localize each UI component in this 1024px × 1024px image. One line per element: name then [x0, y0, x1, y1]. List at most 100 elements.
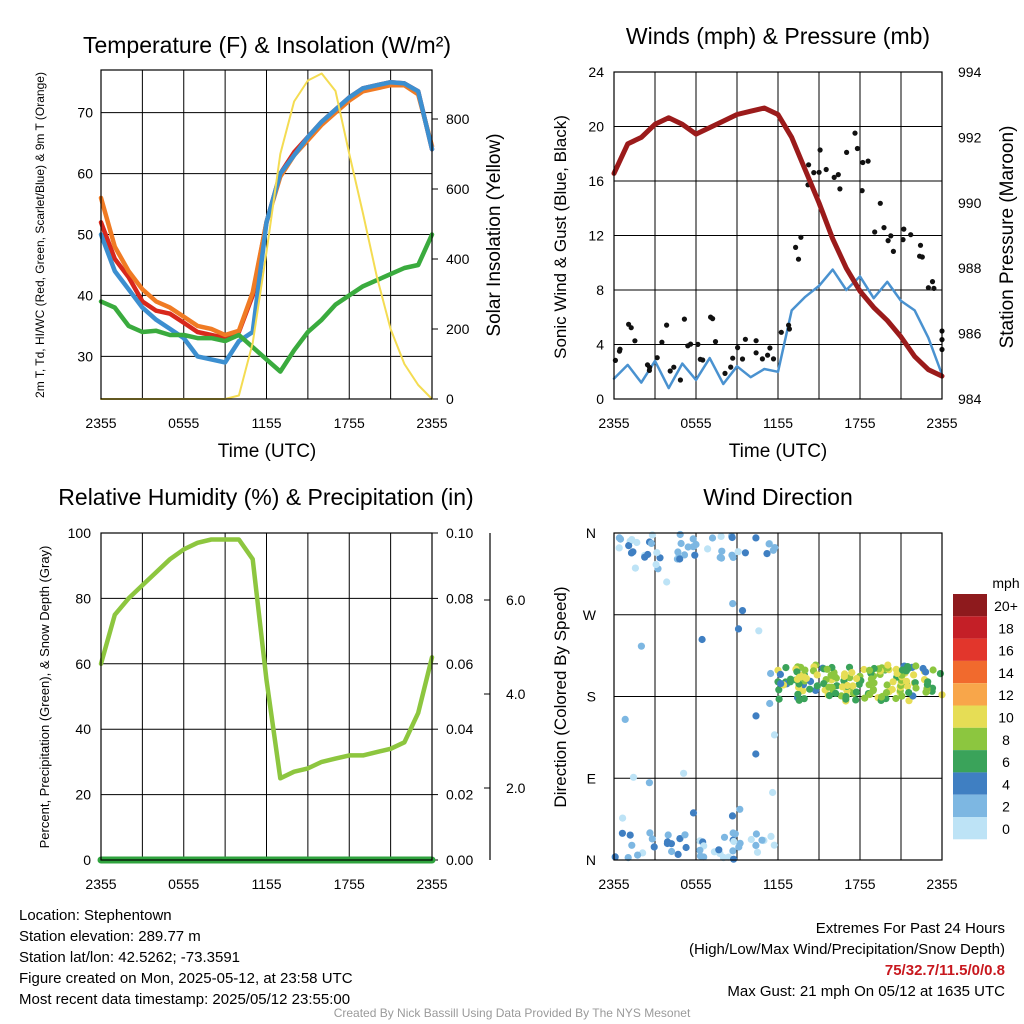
legend-swatch — [953, 683, 987, 706]
wind-xlabel: Time (UTC) — [729, 441, 828, 462]
dir-point — [867, 675, 876, 683]
dir-point — [793, 675, 802, 683]
dir-point — [618, 829, 627, 837]
dir-point — [865, 681, 873, 689]
wind-gust-point — [811, 170, 817, 176]
legend-label: 10 — [998, 710, 1014, 726]
wind-gust-point — [860, 159, 866, 166]
dir-point — [653, 549, 661, 557]
wind-ytick-label: 4 — [596, 337, 604, 353]
dir-point — [747, 835, 755, 844]
dir-point — [730, 855, 738, 863]
wind-gust-point — [795, 256, 802, 262]
dir-point — [922, 688, 930, 696]
dir-point — [898, 692, 906, 700]
dir-point — [765, 540, 773, 548]
dir-point — [825, 683, 833, 691]
dir-point — [652, 560, 660, 569]
temp-y2tick-label: 0 — [446, 391, 454, 407]
dir-point — [889, 678, 897, 686]
dir-point — [648, 835, 656, 843]
dir-point — [802, 674, 811, 683]
wind-y2tick-label: 984 — [958, 391, 982, 407]
wind-gust-point — [931, 285, 937, 291]
dir-xtick-label: 1755 — [844, 876, 875, 892]
wind-chart-title: Winds (mph) & Pressure (mb) — [626, 23, 930, 49]
dir-point — [831, 673, 839, 681]
wind-gust-point — [817, 147, 823, 153]
legend-swatch — [953, 727, 987, 751]
dir-point — [689, 535, 697, 543]
temp-ytick-label: 50 — [77, 227, 93, 243]
wind-gust-point — [900, 237, 906, 243]
wind-gust-point — [632, 338, 638, 344]
dir-ytick-label: N — [586, 852, 596, 868]
dir-point — [681, 831, 689, 839]
dir-point — [676, 555, 684, 563]
dir-ytick-label: W — [583, 607, 597, 623]
wind-ytick-label: 0 — [596, 391, 604, 407]
wind-gust-point — [837, 186, 843, 192]
legend-swatch — [953, 616, 987, 639]
legend-swatch — [953, 772, 987, 795]
dir-point — [664, 831, 672, 839]
legend-label: 2 — [1002, 799, 1010, 815]
dir-point — [865, 666, 874, 674]
max-gust: Max Gust: 21 mph On 05/12 at 1635 UTC — [727, 983, 1005, 1000]
wind-gust-point — [901, 226, 907, 232]
dir-point — [668, 847, 676, 856]
dir-point — [776, 670, 785, 679]
dir-point — [922, 668, 930, 676]
snow-tick-label: 4.0 — [506, 686, 526, 702]
station-latlon: Station lat/lon: 42.5262; -73.3591 — [19, 949, 241, 966]
dir-point — [680, 769, 688, 777]
dir-point — [813, 682, 821, 690]
dir-point — [884, 661, 892, 669]
legend-label: 20+ — [994, 598, 1018, 614]
wind-gust-point — [806, 162, 812, 168]
rh-xtick-label: 2355 — [416, 876, 447, 892]
temp-ytick-label: 60 — [77, 166, 93, 182]
legend-label: 0 — [1002, 821, 1010, 837]
dir-point — [646, 829, 654, 837]
legend-label: 16 — [998, 643, 1014, 659]
dir-point — [905, 689, 913, 697]
wind-gust-point — [917, 242, 924, 248]
wind-y2tick-label: 994 — [958, 64, 982, 80]
dir-point — [936, 670, 945, 678]
dir-xtick-label: 2355 — [926, 876, 957, 892]
dir-point — [775, 695, 783, 703]
dir-point — [823, 665, 831, 673]
wind-gust-point — [859, 188, 865, 194]
dir-point — [720, 833, 729, 841]
dir-point — [728, 533, 736, 542]
wind-gust-point — [654, 355, 660, 361]
dir-point — [766, 699, 774, 708]
temp-y2tick-label: 400 — [446, 251, 470, 267]
wind-gust-point — [786, 326, 793, 332]
dir-point — [667, 840, 676, 848]
dir-point — [795, 696, 803, 704]
dir-point — [689, 543, 697, 551]
dir-point — [628, 536, 636, 544]
dir-point — [728, 812, 737, 820]
legend-label: 18 — [998, 620, 1014, 636]
dir-point — [729, 847, 737, 855]
rh-series-rh — [98, 537, 435, 781]
dir-point — [741, 549, 750, 557]
dir-point — [650, 843, 658, 851]
dir-point — [825, 692, 834, 700]
wind-gust-point — [664, 322, 670, 328]
dir-point — [621, 715, 629, 724]
wind-gust-point — [722, 370, 728, 376]
dir-point — [841, 670, 849, 678]
wind-gust-point — [728, 364, 734, 370]
temp-xtick-label: 1755 — [334, 415, 365, 431]
station-elevation: Station elevation: 289.77 m — [19, 928, 201, 945]
legend-label: 4 — [1002, 776, 1010, 792]
wind-y2tick-label: 990 — [958, 195, 982, 211]
dir-ylabel: Direction (Colored By Speed) — [551, 586, 570, 807]
dir-point — [869, 686, 878, 694]
legend-swatch — [953, 817, 987, 840]
dir-point — [860, 665, 868, 674]
